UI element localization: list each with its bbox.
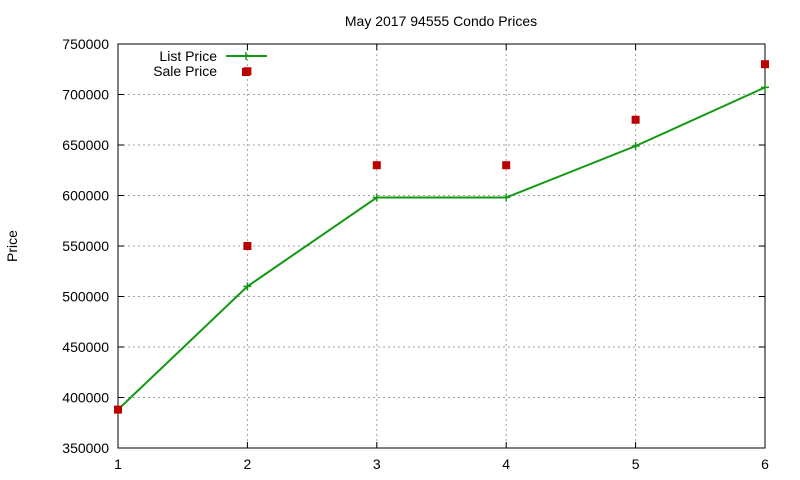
sale-price-point (372, 161, 381, 170)
x-axis: 1 2 3 4 5 6 (114, 44, 769, 472)
x-tick-label: 3 (373, 456, 381, 472)
list-price-point (631, 142, 640, 151)
y-axis-label: Price (4, 230, 20, 262)
sale-price-point (761, 60, 769, 69)
y-tick-label: 550000 (62, 238, 109, 254)
x-tick-label: 4 (502, 456, 510, 472)
x-tick-label: 6 (761, 456, 769, 472)
y-tick-label: 750000 (62, 36, 109, 52)
list-price-point (761, 83, 769, 92)
legend-swatch-sale-price (242, 68, 250, 76)
x-tick-label: 2 (244, 456, 252, 472)
sale-price-point (631, 115, 640, 124)
sale-price-point (114, 405, 122, 414)
y-tick-label: 450000 (62, 339, 109, 355)
list-price-point (502, 193, 511, 202)
legend-label-sale-price: Sale Price (153, 63, 217, 79)
y-axis: 350000 400000 450000 500000 550000 600000 6500… (62, 36, 765, 456)
series-line-list-price (117, 86, 766, 411)
chart-title: May 2017 94555 Condo Prices (345, 13, 537, 29)
x-tick-label: 1 (114, 456, 122, 472)
list-price-point (372, 193, 381, 202)
legend: List Price Sale Price (153, 48, 267, 79)
y-tick-label: 600000 (62, 188, 109, 204)
x-tick-label: 5 (632, 456, 640, 472)
y-tick-label: 500000 (62, 289, 109, 305)
legend-label-list-price: List Price (159, 48, 217, 64)
sale-price-point (243, 242, 252, 250)
y-tick-label: 400000 (62, 390, 109, 406)
y-tick-label: 700000 (62, 87, 109, 103)
list-price-point (243, 282, 252, 291)
y-tick-label: 650000 (62, 137, 109, 153)
sale-price-point (502, 161, 511, 170)
y-tick-label: 350000 (62, 440, 109, 456)
legend-swatch-list-price-marker (242, 52, 250, 60)
